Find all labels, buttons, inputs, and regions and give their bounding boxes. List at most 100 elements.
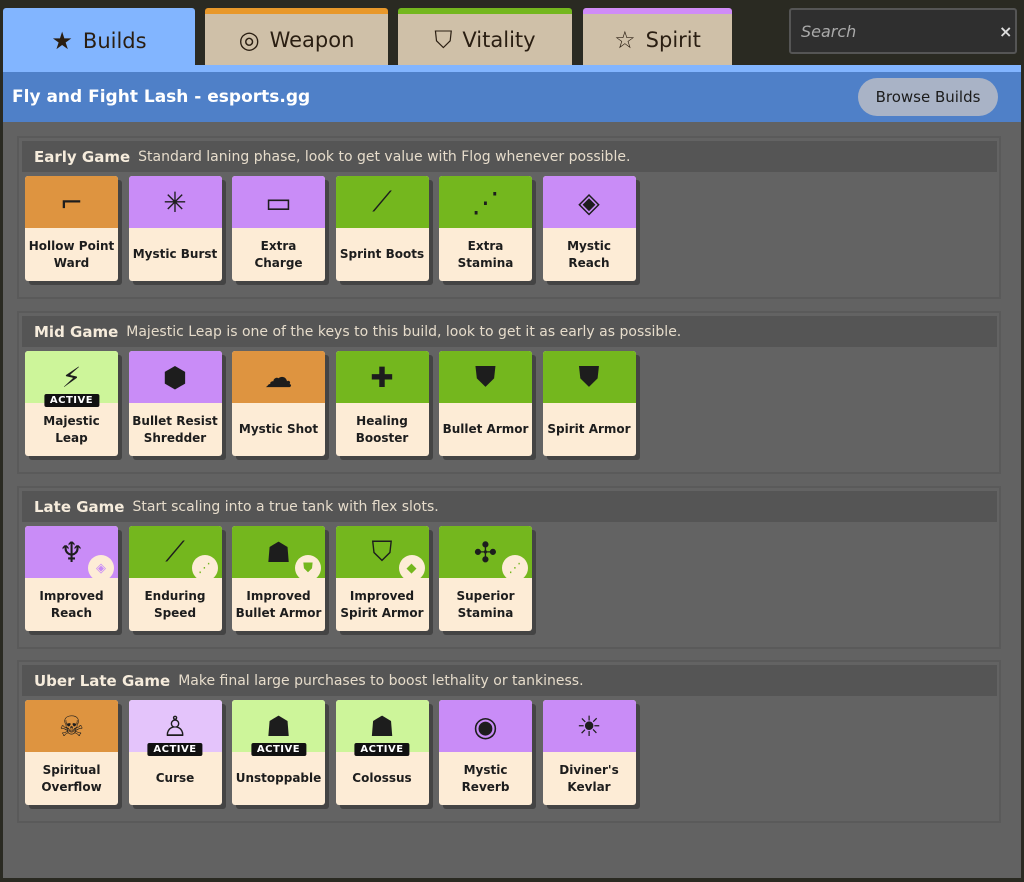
item-card[interactable]: ♙ ACTIVE Curse	[128, 700, 222, 805]
item-card[interactable]: ☗ ⛊ Improved Bullet Armor	[232, 526, 325, 631]
item-name: Diviner's Kevlar	[559, 762, 619, 794]
build-content: Early Game Standard laning phase, look to…	[3, 122, 1021, 878]
search-box: ×	[789, 8, 1017, 54]
item-card[interactable]: ☗ ACTIVE Colossus	[335, 700, 429, 805]
item-card[interactable]: ✚ Healing Booster	[335, 351, 429, 456]
item-name: Superior Stamina	[456, 588, 515, 620]
item-icon: ⌐	[25, 176, 118, 228]
item-icon: ⛊	[439, 351, 532, 403]
item-name: Improved Bullet Armor	[235, 588, 322, 620]
tab-weapon[interactable]: ◎ Weapon	[205, 8, 388, 65]
item-name: Hollow Point Ward	[28, 238, 115, 270]
active-badge: ACTIVE	[43, 394, 100, 407]
component-item-icon: ⋰	[502, 555, 528, 581]
item-card[interactable]: ⛉ ◆ Improved Spirit Armor	[335, 526, 429, 631]
item-icon: ▭	[232, 176, 325, 228]
item-name: Improved Spirit Armor	[340, 588, 424, 620]
item-name: Unstoppable	[235, 771, 322, 786]
item-name: Spiritual Overflow	[41, 762, 102, 794]
item-icon: ⛊	[542, 351, 636, 403]
item-name: Mystic Burst	[132, 247, 218, 262]
item-icon: ✳	[128, 176, 222, 228]
vitality-shield-icon: ⛉	[434, 25, 453, 54]
tab-label: Weapon	[269, 27, 355, 52]
section-late-game: Late Game Start scaling into a true tank …	[17, 486, 1001, 649]
item-card[interactable]: ⛊ Bullet Armor	[439, 351, 532, 456]
active-badge: ACTIVE	[250, 743, 307, 756]
section-header: Mid Game Majestic Leap is one of the keys…	[22, 316, 997, 347]
item-icon: ⋰	[439, 176, 532, 228]
item-icon: ☀	[542, 700, 636, 752]
item-name: Healing Booster	[355, 413, 409, 445]
item-card[interactable]: ♆ ◈ Improved Reach	[25, 526, 118, 631]
item-name: Sprint Boots	[339, 247, 425, 262]
section-mid-game: Mid Game Majestic Leap is one of the keys…	[17, 311, 1001, 474]
search-input[interactable]	[801, 21, 999, 41]
component-item-icon: ◈	[88, 555, 114, 581]
active-badge: ACTIVE	[354, 743, 410, 756]
component-item-icon: ◆	[398, 555, 425, 581]
browse-builds-button[interactable]: Browse Builds	[858, 78, 998, 116]
tab-label: Builds	[82, 29, 147, 53]
section-header: Early Game Standard laning phase, look to…	[22, 141, 997, 172]
spirit-star-icon: ☆	[614, 25, 636, 54]
section-name: Late Game	[34, 497, 125, 516]
weapon-icon: ◎	[238, 25, 260, 54]
item-name: Extra Charge	[254, 238, 303, 270]
section-header: Late Game Start scaling into a true tank …	[22, 491, 997, 522]
item-card[interactable]: ☁ Mystic Shot	[232, 351, 325, 456]
item-name: Enduring Speed	[144, 588, 206, 620]
item-card[interactable]: ◉ Mystic Reverb	[439, 700, 532, 805]
item-icon: ✚	[335, 351, 429, 403]
tab-vitality[interactable]: ⛉ Vitality	[398, 8, 572, 65]
item-name: Spirit Armor	[547, 422, 631, 437]
item-name: Improved Reach	[39, 588, 104, 620]
item-name: Colossus	[352, 771, 412, 786]
item-name: Bullet Resist Shredder	[132, 413, 218, 445]
item-card[interactable]: ☗ ACTIVE Unstoppable	[232, 700, 325, 805]
section-name: Mid Game	[34, 322, 119, 341]
item-name: Mystic Reach	[567, 238, 611, 270]
star-icon: ★	[51, 27, 73, 55]
item-name: Majestic Leap	[43, 413, 100, 445]
close-icon[interactable]: ×	[999, 21, 1013, 41]
item-icon: ⟋	[335, 176, 429, 228]
section-header: Uber Late Game Make final large purchases…	[22, 665, 997, 696]
item-card[interactable]: ⚡ ACTIVE Majestic Leap	[25, 351, 118, 456]
item-card[interactable]: ⟋ Sprint Boots	[335, 176, 429, 281]
component-item-icon: ⛊	[295, 555, 321, 581]
item-card[interactable]: ⟋ ⋰ Enduring Speed	[128, 526, 222, 631]
tab-spirit[interactable]: ☆ Spirit	[583, 8, 732, 65]
item-card[interactable]: ◈ Mystic Reach	[542, 176, 636, 281]
item-card[interactable]: ⌐ Hollow Point Ward	[25, 176, 118, 281]
item-name: Mystic Reverb	[461, 762, 510, 794]
section-name: Uber Late Game	[34, 671, 171, 690]
section-early-game: Early Game Standard laning phase, look to…	[17, 136, 1001, 299]
section-description: Standard laning phase, look to get value…	[138, 148, 631, 165]
section-description: Start scaling into a true tank with flex…	[132, 498, 439, 515]
build-header: Fly and Fight Lash - esports.gg Browse B…	[3, 65, 1021, 122]
build-title: Fly and Fight Lash - esports.gg	[12, 87, 311, 107]
item-card[interactable]: ⋰ Extra Stamina	[439, 176, 532, 281]
item-name: Bullet Armor	[442, 422, 529, 437]
item-card[interactable]: ⛊ Spirit Armor	[542, 351, 636, 456]
item-name: Mystic Shot	[238, 422, 319, 437]
item-icon: ☠	[25, 700, 118, 752]
active-badge: ACTIVE	[147, 743, 203, 756]
item-icon: ☁	[232, 351, 325, 403]
item-icon: ◈	[542, 176, 636, 228]
section-name: Early Game	[34, 147, 131, 166]
item-card[interactable]: ☠ Spiritual Overflow	[25, 700, 118, 805]
item-icon: ⬢	[128, 351, 222, 403]
tab-label: Spirit	[645, 27, 701, 52]
item-name: Curse	[155, 771, 195, 786]
item-name: Extra Stamina	[457, 238, 514, 270]
item-card[interactable]: ✳ Mystic Burst	[128, 176, 222, 281]
component-item-icon: ⋰	[191, 555, 218, 581]
item-card[interactable]: ▭ Extra Charge	[232, 176, 325, 281]
item-card[interactable]: ☀ Diviner's Kevlar	[542, 700, 636, 805]
tab-label: Vitality	[462, 27, 536, 52]
item-card[interactable]: ⬢ Bullet Resist Shredder	[128, 351, 222, 456]
tab-builds[interactable]: ★ Builds	[3, 8, 195, 68]
item-card[interactable]: ✣ ⋰ Superior Stamina	[439, 526, 532, 631]
